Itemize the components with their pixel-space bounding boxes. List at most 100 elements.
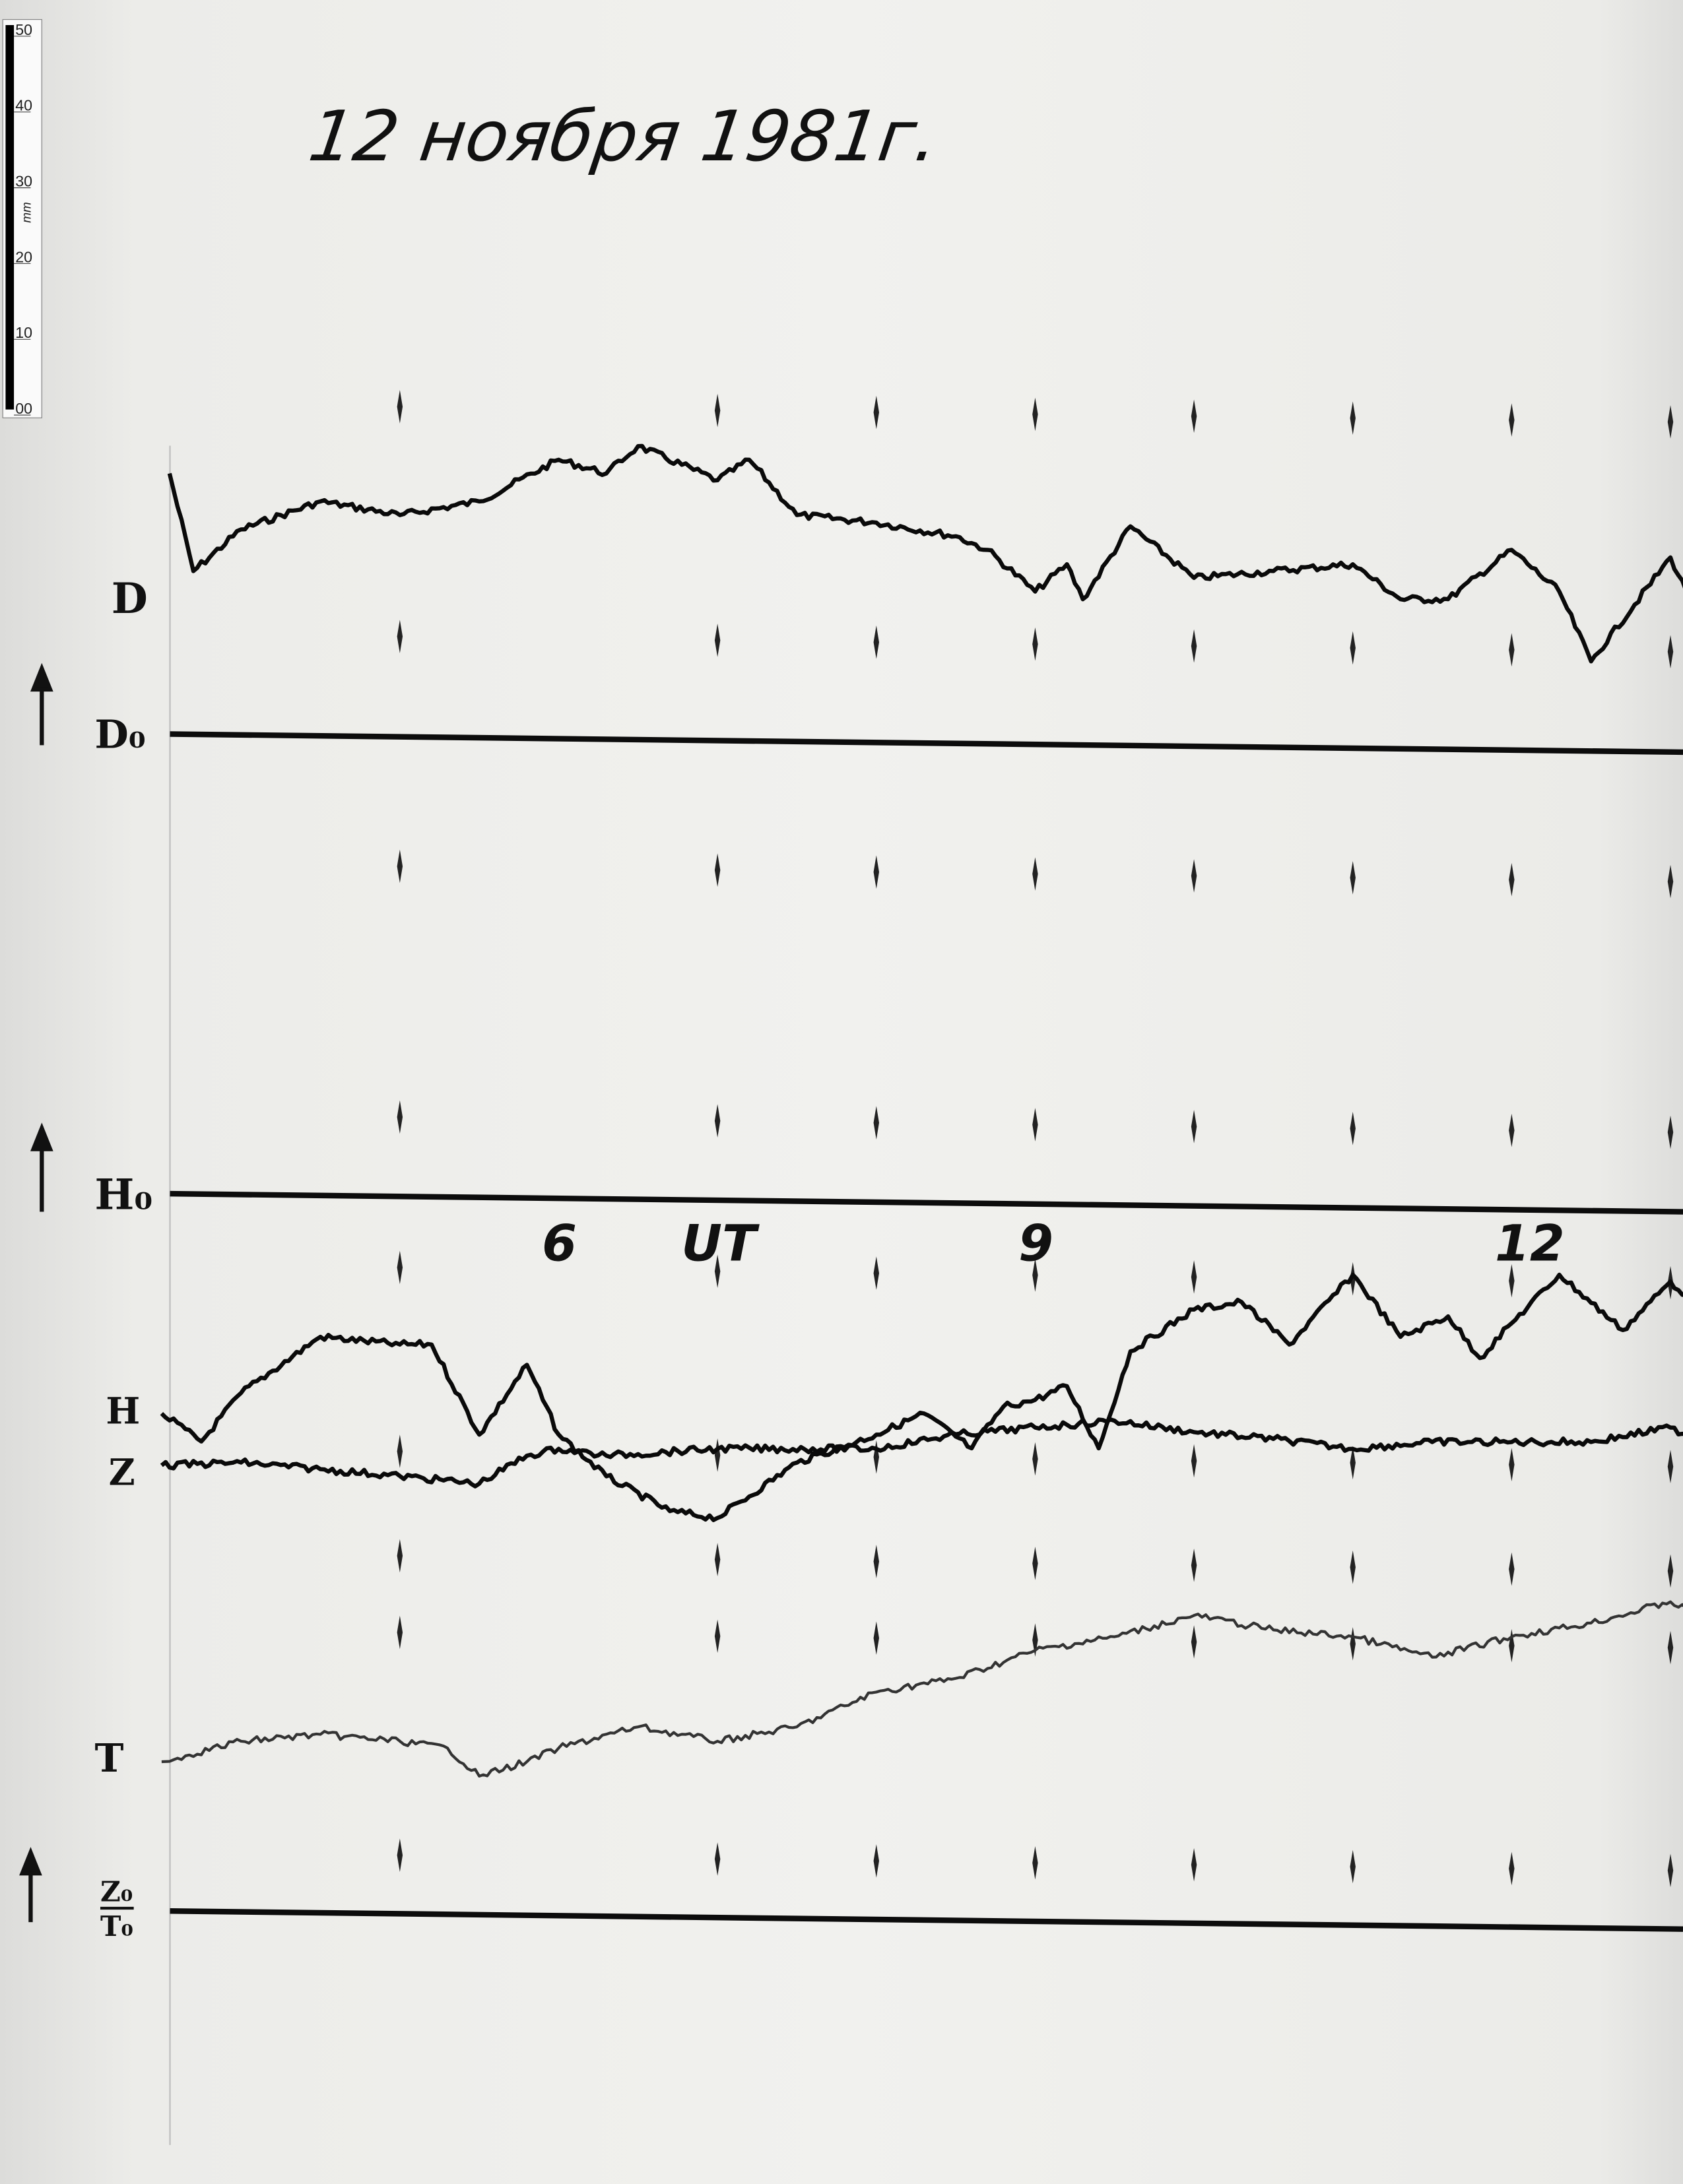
hour-tick-mark	[1191, 629, 1197, 663]
hour-tick-mark	[397, 1250, 403, 1285]
label-h0: H₀	[95, 1170, 153, 1219]
hour-label: 12	[1495, 1213, 1565, 1272]
hour-tick-mark	[1509, 1552, 1515, 1586]
trace-h	[160, 1272, 1683, 1522]
hour-tick-mark	[1191, 1444, 1197, 1478]
hour-tick-mark	[1032, 1108, 1038, 1141]
trace-z	[160, 1417, 1683, 1489]
hour-tick-mark	[1032, 397, 1038, 432]
hour-tick-mark	[873, 626, 879, 659]
hour-tick-mark	[714, 1543, 721, 1577]
hour-label: 9	[1018, 1213, 1053, 1272]
hour-tick-mark	[873, 395, 879, 430]
hour-tick-mark	[873, 1621, 879, 1655]
hour-tick-mark	[1667, 1853, 1674, 1888]
hour-tick-mark	[1509, 1448, 1515, 1482]
hour-tick-mark	[397, 849, 403, 883]
hour-tick-mark	[397, 390, 403, 424]
hour-tick-mark	[1509, 1264, 1515, 1298]
ruler-tick-label: 00	[15, 400, 32, 417]
hour-tick-mark	[873, 1844, 879, 1878]
hour-tick-mark	[1667, 1115, 1674, 1149]
hour-tick-mark	[1032, 1442, 1038, 1476]
hour-tick-mark	[873, 855, 879, 889]
hour-tick-mark	[714, 853, 721, 887]
hour-tick-mark	[1667, 1554, 1674, 1588]
ruler-unit: mm	[20, 202, 34, 223]
arrow-up-icon	[19, 1847, 42, 1923]
hour-tick-mark	[1032, 627, 1038, 661]
hour-tick-mark	[1191, 859, 1197, 893]
hour-tick-mark	[873, 1106, 879, 1140]
hour-tick-mark	[714, 1619, 721, 1654]
ruler-tick-label: 40	[15, 97, 32, 114]
ruler-tick-label: 10	[15, 324, 32, 341]
hour-tick-mark	[714, 393, 721, 428]
hour-tick-mark	[1191, 399, 1197, 434]
baseline-z0-t0	[170, 1908, 1683, 1932]
arrow-up-icon	[30, 1122, 53, 1212]
hour-tick-mark	[1667, 1630, 1674, 1665]
hour-tick-mark	[1191, 1549, 1197, 1582]
hour-tick-mark	[1032, 1258, 1038, 1292]
hour-tick-mark	[873, 1256, 879, 1290]
hour-tick-mark	[397, 1539, 403, 1573]
hour-label: UT	[681, 1213, 760, 1272]
label-t: T	[95, 1735, 124, 1781]
hour-tick-mark	[1191, 1625, 1197, 1659]
arrow-icons	[19, 662, 53, 1923]
label-z: Z	[109, 1450, 135, 1493]
hour-tick-mark	[1667, 635, 1674, 669]
chart-title: 12 ноября 1981г.	[304, 96, 944, 177]
ruler-tick-label: 50	[15, 21, 32, 38]
hour-tick-mark	[1667, 405, 1674, 439]
hour-tick-mark	[1509, 1628, 1515, 1663]
hour-tick-mark	[397, 1838, 403, 1873]
arrow-up-icon	[30, 662, 53, 746]
hour-tick-mark	[714, 1104, 721, 1138]
hour-tick-mark	[1509, 862, 1515, 897]
hour-tick-mark	[1350, 1849, 1356, 1884]
hour-tick-mark	[397, 620, 403, 654]
hour-tick-mark	[873, 1545, 879, 1578]
hour-tick-mark	[1032, 1846, 1038, 1880]
hour-tick-mark	[1509, 1113, 1515, 1147]
label-d0: D₀	[95, 712, 146, 757]
hour-tick-mark	[1350, 401, 1356, 435]
hour-tick-mark	[397, 1434, 403, 1468]
hour-tick-mark	[1032, 857, 1038, 891]
label-d: D	[112, 574, 148, 623]
mm-ruler: 50 40 30 20 10 00 mm	[2, 18, 42, 418]
hour-tick-mark	[1667, 864, 1674, 899]
hour-tick-mark	[1509, 633, 1515, 667]
hour-tick-mark	[1191, 1260, 1197, 1294]
hour-tick-mark	[1350, 1550, 1356, 1584]
hour-tick-mark	[873, 1440, 879, 1474]
hour-label: 6	[542, 1213, 577, 1272]
hour-tick-mark	[714, 1254, 721, 1289]
hour-tick-mark	[1350, 860, 1356, 895]
label-h: H	[106, 1389, 140, 1432]
hour-tick-mark	[714, 1438, 721, 1472]
baseline-d0	[170, 731, 1683, 755]
hour-tick-mark	[714, 624, 721, 657]
label-z0: Z₀	[100, 1875, 133, 1908]
label-t0: T₀	[100, 1910, 133, 1943]
hour-tick-mark	[1509, 1851, 1515, 1886]
hour-tick-mark	[397, 1615, 403, 1650]
hour-tick-mark	[714, 1842, 721, 1876]
hour-tick-mark	[1350, 631, 1356, 665]
hour-tick-mark	[1667, 1450, 1674, 1484]
hour-tick-mark	[1350, 1111, 1356, 1145]
trace-t	[161, 1600, 1683, 1778]
hour-tick-mark	[1191, 1847, 1197, 1882]
ruler-tick-label: 30	[15, 172, 32, 189]
hour-tick-mark	[1191, 1110, 1197, 1143]
hour-tick-mark	[397, 1100, 403, 1134]
trace-d	[167, 443, 1683, 664]
baseline-h0	[170, 1190, 1683, 1215]
hour-tick-mark	[1350, 1627, 1356, 1661]
hour-tick-mark	[1509, 403, 1515, 437]
